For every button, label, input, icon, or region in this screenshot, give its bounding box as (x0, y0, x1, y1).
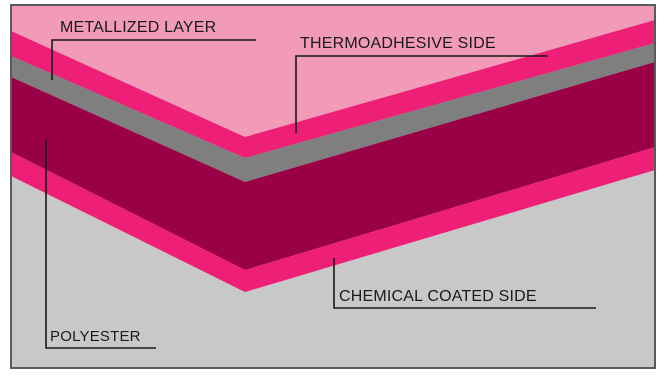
thermoadhesive-side-band (11, 20, 655, 158)
metallized-layer-band (11, 43, 655, 182)
chemical-coated-side-label: CHEMICAL COATED SIDE (339, 288, 537, 305)
diagram-frame (10, 4, 656, 369)
thermoadhesive-side-leader (295, 55, 548, 133)
polyester-label: POLYESTER (50, 328, 141, 345)
top-background (11, 5, 655, 137)
chemical-coated-side-leader (333, 258, 596, 309)
metallized-layer-label: METALLIZED LAYER (60, 19, 216, 36)
chemical-coated-side-band (11, 147, 655, 292)
thermoadhesive-side-label: THERMOADHESIVE SIDE (300, 35, 496, 52)
polyester-leader (45, 140, 156, 349)
metallized-layer-leader (51, 39, 256, 80)
polyester-band (11, 62, 655, 270)
